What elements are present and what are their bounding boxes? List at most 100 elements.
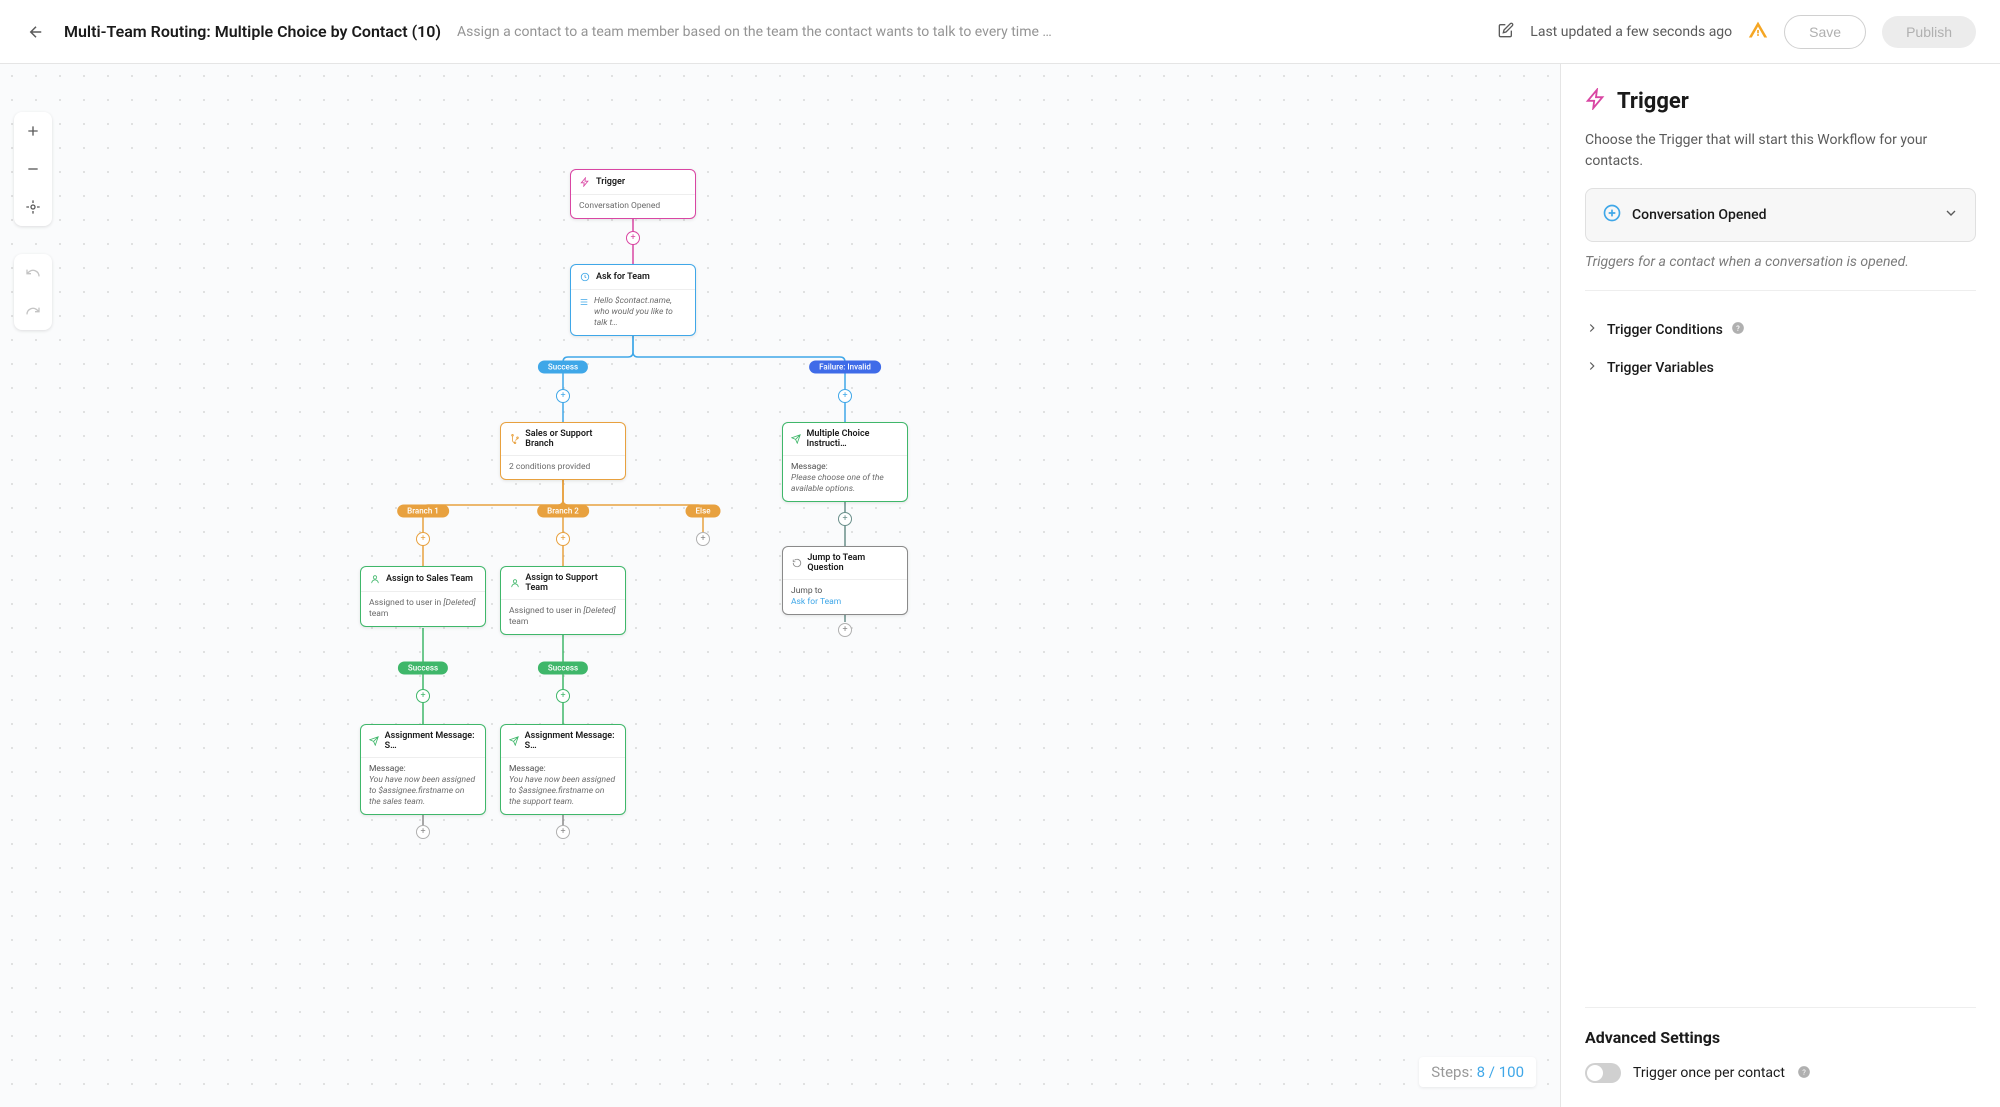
node-message-support[interactable]: Assignment Message: S… Message: You have… bbox=[500, 724, 626, 815]
panel-title: Trigger bbox=[1617, 89, 1689, 114]
user-icon bbox=[369, 573, 381, 585]
node-body: Jump to Ask for Team bbox=[783, 580, 907, 614]
plus-circle-icon bbox=[1602, 203, 1622, 227]
advanced-settings-title: Advanced Settings bbox=[1585, 1028, 1976, 1047]
node-title: Trigger bbox=[596, 177, 625, 187]
add-step-button[interactable]: + bbox=[556, 825, 570, 839]
add-step-button[interactable]: + bbox=[556, 389, 570, 403]
node-trigger[interactable]: Trigger Conversation Opened bbox=[570, 169, 696, 219]
node-header: Trigger bbox=[571, 170, 695, 195]
send-icon bbox=[791, 433, 802, 445]
user-icon bbox=[509, 577, 520, 589]
node-title: Multiple Choice Instructi… bbox=[807, 429, 899, 449]
trigger-panel: Trigger Choose the Trigger that will sta… bbox=[1560, 64, 2000, 1107]
node-header: Ask for Team bbox=[571, 265, 695, 290]
node-body: Conversation Opened bbox=[571, 195, 695, 218]
node-branch[interactable]: Sales or Support Branch 2 conditions pro… bbox=[500, 422, 626, 480]
add-step-button[interactable]: + bbox=[416, 825, 430, 839]
trigger-variables-label: Trigger Variables bbox=[1607, 360, 1714, 376]
node-header: Assignment Message: S… bbox=[361, 725, 485, 758]
panel-description: Choose the Trigger that will start this … bbox=[1585, 130, 1976, 172]
add-step-button[interactable]: + bbox=[416, 532, 430, 546]
trigger-conditions-row[interactable]: Trigger Conditions ? bbox=[1585, 311, 1976, 349]
steps-counter: Steps: 8 / 100 bbox=[1419, 1057, 1536, 1087]
warning-icon[interactable] bbox=[1748, 20, 1768, 44]
add-step-button[interactable]: + bbox=[416, 689, 430, 703]
once-per-contact-toggle[interactable] bbox=[1585, 1063, 1621, 1083]
add-step-button[interactable]: + bbox=[626, 231, 640, 245]
pill-success: Success bbox=[538, 361, 588, 374]
last-updated: Last updated a few seconds ago bbox=[1530, 24, 1732, 40]
pill-success-2: Success bbox=[538, 662, 588, 675]
save-button[interactable]: Save bbox=[1784, 15, 1866, 49]
bolt-icon bbox=[1585, 88, 1607, 114]
node-title: Sales or Support Branch bbox=[525, 429, 617, 449]
node-header: Assign to Support Team bbox=[501, 567, 625, 600]
node-header: Multiple Choice Instructi… bbox=[783, 423, 907, 456]
pill-success-1: Success bbox=[398, 662, 448, 675]
node-multichoice[interactable]: Multiple Choice Instructi… Message: Plea… bbox=[782, 422, 908, 502]
node-assign-support[interactable]: Assign to Support Team Assigned to user … bbox=[500, 566, 626, 635]
node-body: Message: You have now been assigned to $… bbox=[361, 758, 485, 814]
back-button[interactable] bbox=[24, 20, 48, 44]
publish-button[interactable]: Publish bbox=[1882, 16, 1976, 48]
trigger-conditions-label: Trigger Conditions bbox=[1607, 322, 1723, 338]
main: Trigger Conversation Opened Ask for Team… bbox=[0, 64, 2000, 1107]
add-step-button[interactable]: + bbox=[838, 512, 852, 526]
help-icon[interactable]: ? bbox=[1731, 321, 1745, 339]
panel-title-row: Trigger bbox=[1585, 88, 1976, 114]
node-title: Assign to Sales Team bbox=[386, 574, 473, 584]
node-header: Sales or Support Branch bbox=[501, 423, 625, 456]
chevron-right-icon bbox=[1585, 321, 1599, 339]
node-message-sales[interactable]: Assignment Message: S… Message: You have… bbox=[360, 724, 486, 815]
node-title: Jump to Team Question bbox=[807, 553, 899, 573]
svg-text:?: ? bbox=[1736, 324, 1740, 333]
workflow-title: Multi-Team Routing: Multiple Choice by C… bbox=[64, 22, 441, 41]
once-per-contact-label: Trigger once per contact bbox=[1633, 1065, 1785, 1081]
trigger-select[interactable]: Conversation Opened bbox=[1585, 188, 1976, 242]
node-title: Assignment Message: S… bbox=[385, 731, 477, 751]
chevron-down-icon bbox=[1943, 205, 1959, 225]
bolt-icon bbox=[579, 176, 591, 188]
node-body: Message: Please choose one of the availa… bbox=[783, 456, 907, 501]
node-assign-sales[interactable]: Assign to Sales Team Assigned to user in… bbox=[360, 566, 486, 627]
node-header: Assign to Sales Team bbox=[361, 567, 485, 592]
edit-icon[interactable] bbox=[1498, 22, 1514, 42]
node-title: Assign to Support Team bbox=[525, 573, 617, 593]
pill-failure: Failure: Invalid bbox=[809, 361, 881, 374]
node-body: 2 conditions provided bbox=[501, 456, 625, 479]
chevron-right-icon bbox=[1585, 359, 1599, 377]
jump-icon bbox=[791, 557, 802, 569]
trigger-select-label: Conversation Opened bbox=[1632, 207, 1933, 223]
header: Multi-Team Routing: Multiple Choice by C… bbox=[0, 0, 2000, 64]
node-jump[interactable]: Jump to Team Question Jump to Ask for Te… bbox=[782, 546, 908, 615]
header-actions: Last updated a few seconds ago Save Publ… bbox=[1498, 15, 1976, 49]
pill-else: Else bbox=[686, 505, 721, 518]
pill-branch-2: Branch 2 bbox=[537, 505, 589, 518]
node-header: Jump to Team Question bbox=[783, 547, 907, 580]
add-step-button[interactable]: + bbox=[838, 623, 852, 637]
branch-icon bbox=[509, 433, 520, 445]
workflow-canvas[interactable]: Trigger Conversation Opened Ask for Team… bbox=[0, 64, 1560, 1107]
once-per-contact-row: Trigger once per contact ? bbox=[1585, 1063, 1976, 1083]
svg-text:?: ? bbox=[1802, 1067, 1806, 1076]
add-step-button[interactable]: + bbox=[838, 389, 852, 403]
add-step-button[interactable]: + bbox=[556, 689, 570, 703]
add-step-button[interactable]: + bbox=[696, 532, 710, 546]
node-title: Ask for Team bbox=[596, 272, 650, 282]
trigger-helper: Triggers for a contact when a conversati… bbox=[1585, 254, 1976, 291]
node-ask-for-team[interactable]: Ask for Team Hello $contact.name, who wo… bbox=[570, 264, 696, 336]
add-step-button[interactable]: + bbox=[556, 532, 570, 546]
node-title: Assignment Message: S… bbox=[525, 731, 617, 751]
workflow-subtitle: Assign a contact to a team member based … bbox=[457, 24, 1482, 40]
send-icon bbox=[369, 735, 380, 747]
node-body: Hello $contact.name, who would you like … bbox=[571, 290, 695, 335]
send-icon bbox=[509, 735, 520, 747]
advanced-settings: Advanced Settings Trigger once per conta… bbox=[1585, 1007, 1976, 1083]
trigger-variables-row[interactable]: Trigger Variables bbox=[1585, 349, 1976, 387]
help-icon[interactable]: ? bbox=[1797, 1064, 1811, 1083]
node-body: Message: You have now been assigned to $… bbox=[501, 758, 625, 814]
list-icon bbox=[579, 296, 589, 308]
node-header: Assignment Message: S… bbox=[501, 725, 625, 758]
node-body: Assigned to user in [Deleted] team bbox=[361, 592, 485, 626]
